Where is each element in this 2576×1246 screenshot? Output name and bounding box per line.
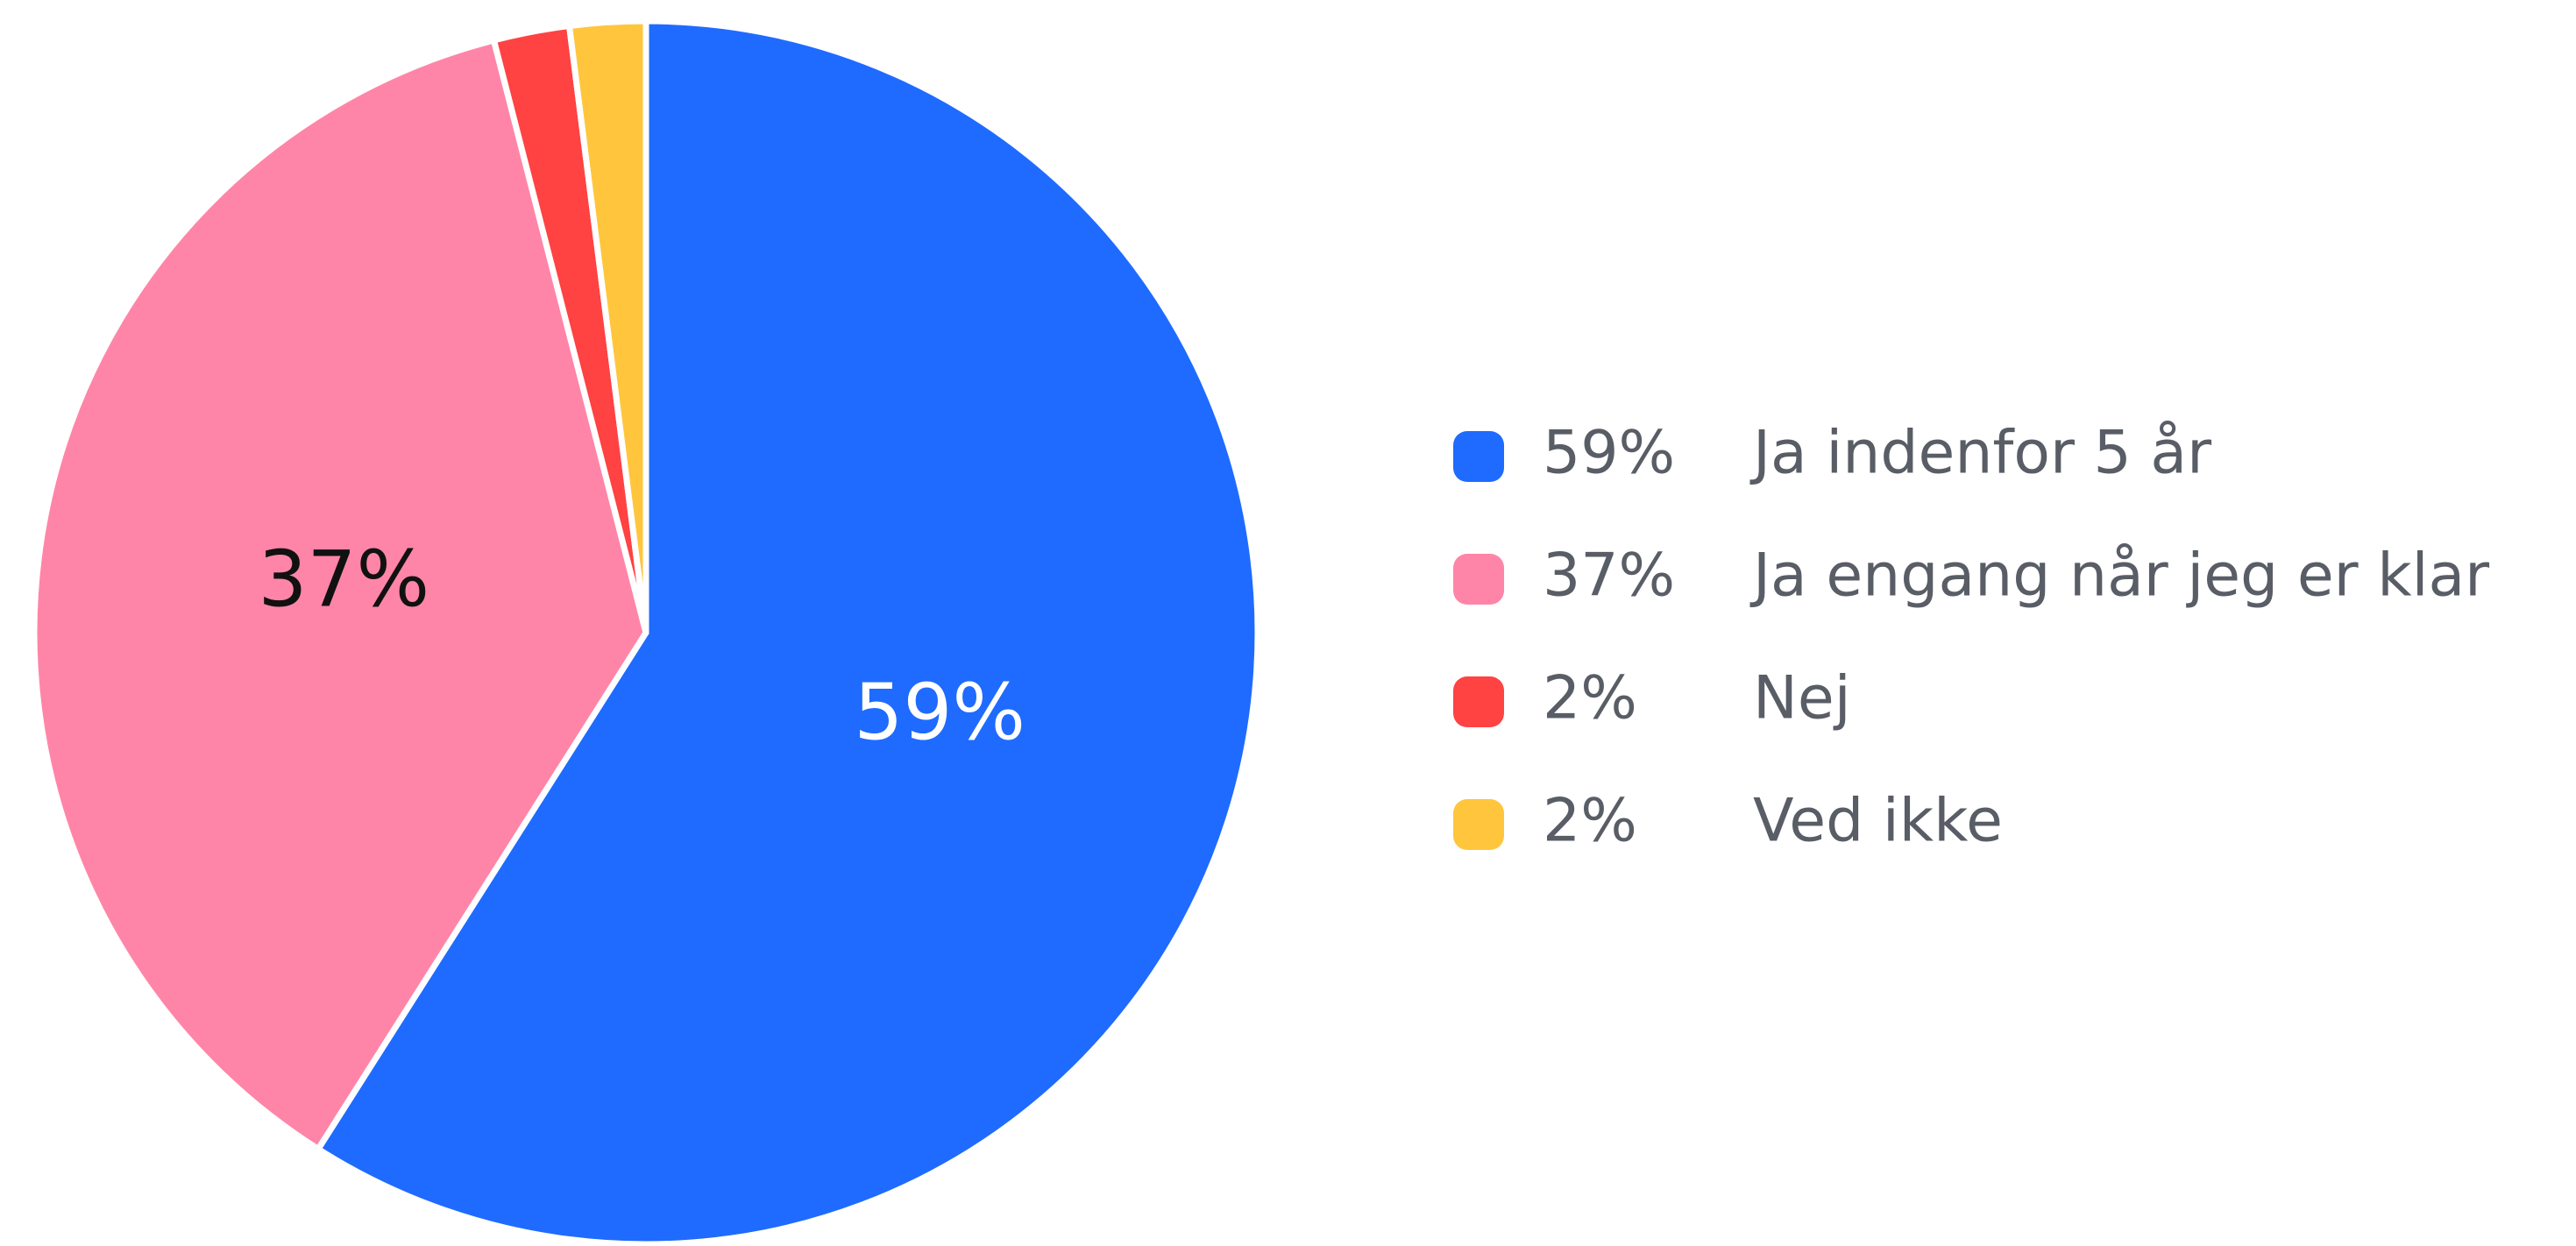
- legend-label: Nej: [1753, 664, 1851, 733]
- legend-swatch: [1453, 431, 1504, 482]
- legend-label: Ved ikke: [1753, 787, 2003, 856]
- pie-slice: [31, 37, 649, 1152]
- pie-slice: [315, 18, 1261, 1246]
- legend-label: Ja engang når jeg er klar: [1749, 542, 2489, 611]
- legend-swatch: [1453, 799, 1504, 850]
- pie-slice: [566, 18, 649, 636]
- legend-value: 2%: [1543, 664, 1637, 733]
- legend-swatch: [1453, 554, 1504, 605]
- legend-value: 2%: [1543, 787, 1637, 856]
- legend-value: 59%: [1543, 419, 1675, 488]
- legend-label: Ja indenfor 5 år: [1749, 419, 2211, 488]
- legend-swatch: [1453, 676, 1504, 727]
- legend-value: 37%: [1543, 542, 1675, 611]
- slice-label: 59%: [854, 667, 1025, 757]
- slice-label: 37%: [258, 534, 429, 624]
